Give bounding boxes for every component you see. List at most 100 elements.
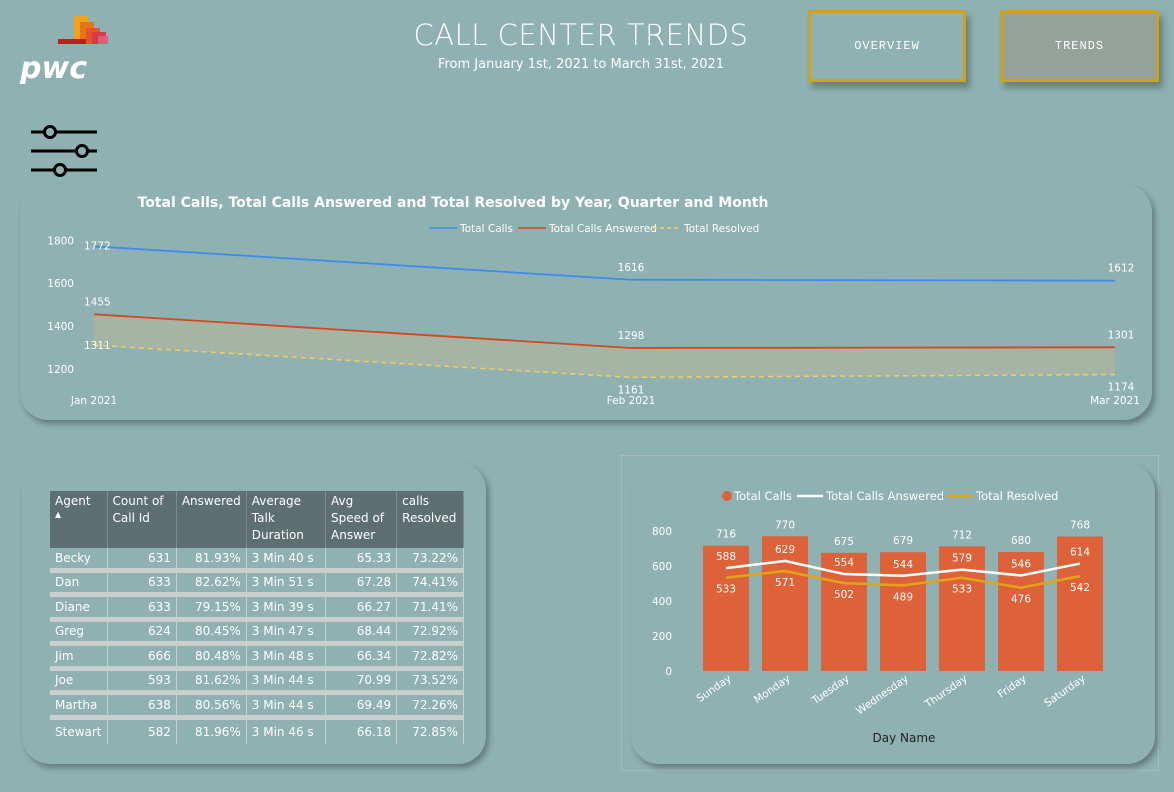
bar-total-calls[interactable] xyxy=(1057,536,1103,671)
table-cell: Martha xyxy=(50,695,108,720)
legend-label-total-resolved[interactable]: Total Resolved xyxy=(683,223,759,235)
column-header-agent[interactable]: Agent ▲ xyxy=(50,491,108,548)
overview-button[interactable]: OVERVIEW xyxy=(808,10,966,82)
line-chart-title: Total Calls, Total Calls Answered and To… xyxy=(138,195,769,211)
table-cell: 3 Min 46 s xyxy=(247,719,327,744)
table-cell: 66.18 xyxy=(326,719,398,744)
line-chart-y-axis: 1200 1400 1600 1800 xyxy=(47,235,74,376)
bar-chart-x-axis-title: Day Name xyxy=(873,731,936,745)
table-cell: 3 Min 47 s xyxy=(246,621,327,646)
table-cell: 65.33 xyxy=(326,548,398,573)
table-cell: 3 Min 40 s xyxy=(246,548,327,573)
table-cell: 72.82% xyxy=(397,646,464,671)
legend-label-total-calls[interactable]: Total Calls xyxy=(459,223,513,235)
agent-table-panel: Agent ▲ Count of Call Id Answered Average… xyxy=(22,462,486,764)
data-label-total-calls: 1772 xyxy=(84,240,111,252)
table-cell: 638 xyxy=(107,695,177,720)
table-row[interactable]: Joe 593 81.62% 3 Min 44 s 70.99 73.52% xyxy=(50,670,464,695)
column-header-avg-talk[interactable]: Average Talk Duration xyxy=(246,491,327,548)
series-line-total-calls-answered[interactable] xyxy=(93,313,1116,349)
table-cell: 69.49 xyxy=(326,695,398,720)
bar-total-calls[interactable] xyxy=(762,536,808,671)
data-label-total-calls-answered: 1455 xyxy=(84,296,111,308)
data-label-total-resolved: 542 xyxy=(1070,582,1090,594)
data-label-total-resolved: 533 xyxy=(952,584,972,596)
sliders-icon[interactable] xyxy=(28,124,100,178)
line-chart-panel: Total Calls, Total Calls Answered and To… xyxy=(20,184,1152,420)
table-cell: Stewart xyxy=(50,719,108,744)
table-cell: Greg xyxy=(50,621,108,646)
column-header-answered[interactable]: Answered xyxy=(176,491,247,548)
x-tick-label: Mar 2021 xyxy=(1090,395,1140,407)
line-total-calls-answered[interactable] xyxy=(725,559,1081,578)
table-row[interactable]: Stewart 582 81.96% 3 Min 46 s 66.18 72.85% xyxy=(50,719,464,744)
data-label-total-resolved: 533 xyxy=(716,584,736,596)
bar-chart-data-labels: 716 770 675 679 712 680 768 588 629 554 544 579 546 6… xyxy=(716,519,1090,605)
data-label-total-resolved: 571 xyxy=(775,577,795,589)
data-label-total-calls: 712 xyxy=(952,529,972,541)
table-cell: 3 Min 39 s xyxy=(246,597,327,622)
table-cell: 66.34 xyxy=(326,646,398,671)
data-label-total-calls-answered: 614 xyxy=(1070,547,1090,559)
series-line-total-calls[interactable] xyxy=(93,245,1116,282)
x-tick-label: Thursday xyxy=(922,673,970,711)
table-cell: 70.99 xyxy=(326,670,398,695)
line-chart-legend: Total Calls Total Calls Answered Total Res… xyxy=(429,223,759,235)
column-header-avg-speed[interactable]: Avg Speed of Answer xyxy=(326,491,398,548)
table-cell: 80.56% xyxy=(176,695,247,720)
column-header-label: Agent xyxy=(55,494,91,508)
bar-total-calls[interactable] xyxy=(821,552,867,671)
table-cell: 66.27 xyxy=(326,597,398,622)
data-label-total-calls-answered: 544 xyxy=(893,559,913,571)
bar-chart-bars xyxy=(703,536,1103,671)
agent-table: Agent ▲ Count of Call Id Answered Average… xyxy=(50,491,464,744)
data-label-total-calls-answered: 629 xyxy=(775,544,795,556)
table-row[interactable]: Diane 633 79.15% 3 Min 39 s 66.27 71.41% xyxy=(50,597,464,622)
data-label-total-calls-answered: 1301 xyxy=(1108,329,1135,341)
trends-button[interactable]: TRENDS xyxy=(1000,10,1159,82)
table-cell: 633 xyxy=(107,572,177,597)
legend-label-total-calls-answered[interactable]: Total Calls Answered xyxy=(825,489,944,503)
legend-label-total-resolved[interactable]: Total Resolved xyxy=(975,489,1058,503)
column-header-count[interactable]: Count of Call Id xyxy=(107,491,177,548)
bar-total-calls[interactable] xyxy=(703,545,749,671)
data-label-total-resolved: 1161 xyxy=(618,384,645,396)
sort-ascending-icon[interactable]: ▲ xyxy=(55,510,62,519)
table-row[interactable]: Dan 633 82.62% 3 Min 51 s 67.28 74.41% xyxy=(50,572,464,597)
pwc-logo: pwc xyxy=(19,16,108,84)
table-cell: 3 Min 48 s xyxy=(246,646,327,671)
table-row[interactable]: Greg 624 80.45% 3 Min 47 s 68.44 72.92% xyxy=(50,621,464,646)
table-cell: 68.44 xyxy=(326,621,398,646)
page-subtitle: From January 1st, 2021 to March 31st, 20… xyxy=(437,57,725,72)
line-chart-series xyxy=(93,245,1116,379)
x-tick-label: Tuesday xyxy=(809,673,852,708)
data-label-total-calls: 680 xyxy=(1011,535,1031,547)
table-cell: Joe xyxy=(50,670,108,695)
table-cell: 73.52% xyxy=(397,670,464,695)
legend-label-total-calls-answered[interactable]: Total Calls Answered xyxy=(548,223,657,235)
table-row[interactable]: Jim 666 80.48% 3 Min 48 s 66.34 72.82% xyxy=(50,646,464,671)
bar-chart: Total Calls Total Calls Answered Total Res… xyxy=(652,489,1103,745)
line-chart-area xyxy=(94,314,1115,378)
y-tick-label: 1400 xyxy=(47,321,74,333)
x-tick-label: Sunday xyxy=(695,673,734,705)
table-cell: Becky xyxy=(50,548,108,573)
bar-total-calls[interactable] xyxy=(939,546,985,671)
bar-chart-x-axis: Sunday Monday Tuesday Wednesday Thursday Frid… xyxy=(695,673,1088,718)
bar-chart-y-axis: 0 200 400 600 800 xyxy=(652,526,672,678)
table-cell: 3 Min 44 s xyxy=(246,670,327,695)
page-title: CALL CENTER TRENDS xyxy=(413,18,749,52)
legend-label-total-calls[interactable]: Total Calls xyxy=(733,489,792,503)
column-header-resolved[interactable]: calls Resolved xyxy=(397,491,464,548)
bar-total-calls[interactable] xyxy=(880,552,926,671)
table-row[interactable]: Martha 638 80.56% 3 Min 44 s 69.49 72.26% xyxy=(50,695,464,720)
table-row[interactable]: Becky 631 81.93% 3 Min 40 s 65.33 73.22% xyxy=(50,548,464,573)
y-tick-label: 400 xyxy=(652,596,672,608)
data-label-total-resolved: 476 xyxy=(1011,594,1031,606)
bar-chart-lines xyxy=(725,559,1081,589)
y-tick-label: 800 xyxy=(652,526,672,538)
data-label-total-calls: 716 xyxy=(716,529,736,541)
line-total-resolved[interactable] xyxy=(725,569,1081,589)
data-label-total-resolved: 1174 xyxy=(1108,382,1135,394)
table-cell: 666 xyxy=(107,646,177,671)
